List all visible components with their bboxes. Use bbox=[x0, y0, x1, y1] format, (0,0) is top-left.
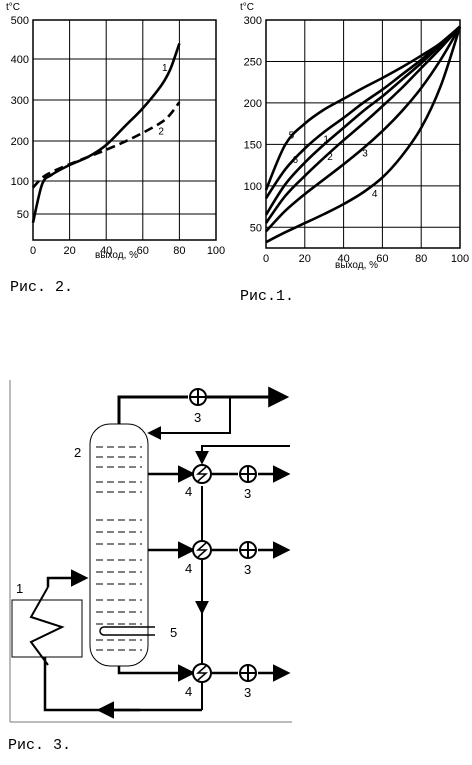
y-tick-label: 500 bbox=[11, 15, 29, 27]
series-line-6 bbox=[264, 25, 461, 200]
label-exchanger-bottom: 4 bbox=[185, 684, 192, 699]
tick-labels: 0 20 40 60 80 100 50 100 150 200 250 300 5 6 1 2 3 4 bbox=[244, 15, 470, 265]
series-line-2 bbox=[32, 101, 181, 189]
furnace-outlet bbox=[46, 569, 89, 587]
curves bbox=[31, 42, 181, 223]
pump-icon bbox=[239, 664, 257, 682]
bottoms-line bbox=[117, 664, 196, 682]
distillation-column bbox=[89, 423, 149, 667]
caption-fig3: Рис. 3. bbox=[8, 737, 71, 754]
x-tick-label: 40 bbox=[100, 245, 112, 257]
series-line-2 bbox=[264, 25, 461, 224]
y-tick-label: 100 bbox=[11, 176, 29, 188]
label-pump-bottom: 3 bbox=[244, 685, 251, 700]
x-tick-label: 40 bbox=[337, 253, 349, 265]
x-tick-label: 100 bbox=[207, 245, 225, 257]
plot-frame bbox=[32, 19, 217, 241]
x-tick-label: 80 bbox=[415, 253, 427, 265]
heat-exchanger-icon bbox=[192, 464, 212, 484]
x-tick-label: 100 bbox=[451, 253, 469, 265]
overhead-line bbox=[117, 395, 188, 424]
label-pump-2: 3 bbox=[244, 562, 251, 577]
y-tick-label: 100 bbox=[244, 181, 262, 193]
heat-exchanger-icon bbox=[192, 540, 212, 560]
series-line-3 bbox=[265, 25, 462, 233]
chart-fig2: 0 20 40 60 80 100 50 100 200 300 400 500 1 2 t°C выхо… bbox=[6, 2, 225, 296]
diagram-labels: 1 2 3 3 3 3 4 4 4 5 Рис. 3. bbox=[8, 410, 251, 754]
series-label-3: 3 bbox=[362, 149, 368, 160]
label-pump-top: 3 bbox=[194, 410, 201, 425]
y-tick-label: 250 bbox=[244, 56, 262, 68]
x-axis-label: выход, % bbox=[335, 260, 378, 271]
label-exchanger-1: 4 bbox=[185, 484, 192, 499]
label-steam-coil: 5 bbox=[170, 625, 177, 640]
x-tick-label: 0 bbox=[263, 253, 269, 265]
series-line-4 bbox=[265, 26, 462, 244]
x-tick-label: 60 bbox=[376, 253, 388, 265]
series-label-2: 2 bbox=[327, 152, 333, 163]
y-unit-label: t°C bbox=[6, 2, 20, 13]
label-exchanger-2: 4 bbox=[185, 561, 192, 576]
x-tick-label: 20 bbox=[63, 245, 75, 257]
x-tick-label: 0 bbox=[30, 245, 36, 257]
label-column: 2 bbox=[74, 445, 81, 460]
reflux-line bbox=[147, 397, 231, 440]
furnace-coil bbox=[29, 586, 65, 666]
series-line-1 bbox=[31, 42, 181, 223]
y-tick-label: 200 bbox=[244, 98, 262, 110]
curves bbox=[264, 25, 462, 244]
y-unit-label: t°C bbox=[240, 2, 254, 13]
pump-icon bbox=[239, 465, 257, 483]
series-line-1 bbox=[264, 25, 461, 216]
recycle-line bbox=[43, 657, 202, 712]
caption-fig1: Рис.1. bbox=[240, 288, 294, 305]
series-label-1: 1 bbox=[323, 134, 329, 145]
caption-fig2: Рис. 2. bbox=[10, 279, 73, 296]
series-label-6: 6 bbox=[292, 155, 298, 166]
x-tick-label: 80 bbox=[173, 245, 185, 257]
x-tick-label: 60 bbox=[137, 245, 149, 257]
series-label-1: 1 bbox=[162, 63, 168, 74]
y-tick-label: 400 bbox=[11, 54, 29, 66]
series-label-2: 2 bbox=[158, 127, 164, 138]
furnace bbox=[11, 599, 83, 658]
feed-line bbox=[195, 445, 290, 465]
y-tick-label: 50 bbox=[17, 209, 29, 221]
y-tick-label: 200 bbox=[11, 136, 29, 148]
steam-coil bbox=[99, 626, 155, 636]
series-label-4: 4 bbox=[372, 189, 378, 200]
pump-icon bbox=[189, 388, 207, 406]
y-tick-label: 300 bbox=[11, 95, 29, 107]
x-axis-label: выход, % bbox=[95, 250, 138, 261]
x-tick-label: 20 bbox=[299, 253, 311, 265]
series-label-5: 5 bbox=[289, 130, 295, 141]
process-diagram bbox=[9, 380, 292, 723]
y-tick-label: 50 bbox=[250, 222, 262, 234]
series-line-5 bbox=[264, 25, 461, 191]
heat-exchanger-icon bbox=[192, 663, 212, 683]
label-furnace: 1 bbox=[16, 581, 23, 596]
pump-icon bbox=[239, 541, 257, 559]
y-tick-label: 300 bbox=[244, 15, 262, 27]
grid bbox=[32, 19, 217, 240]
label-pump-1: 3 bbox=[244, 486, 251, 501]
y-tick-label: 150 bbox=[244, 139, 262, 151]
column-trays bbox=[96, 446, 142, 651]
tick-labels: 0 20 40 60 80 100 50 100 200 300 400 500 1 2 bbox=[11, 15, 226, 257]
